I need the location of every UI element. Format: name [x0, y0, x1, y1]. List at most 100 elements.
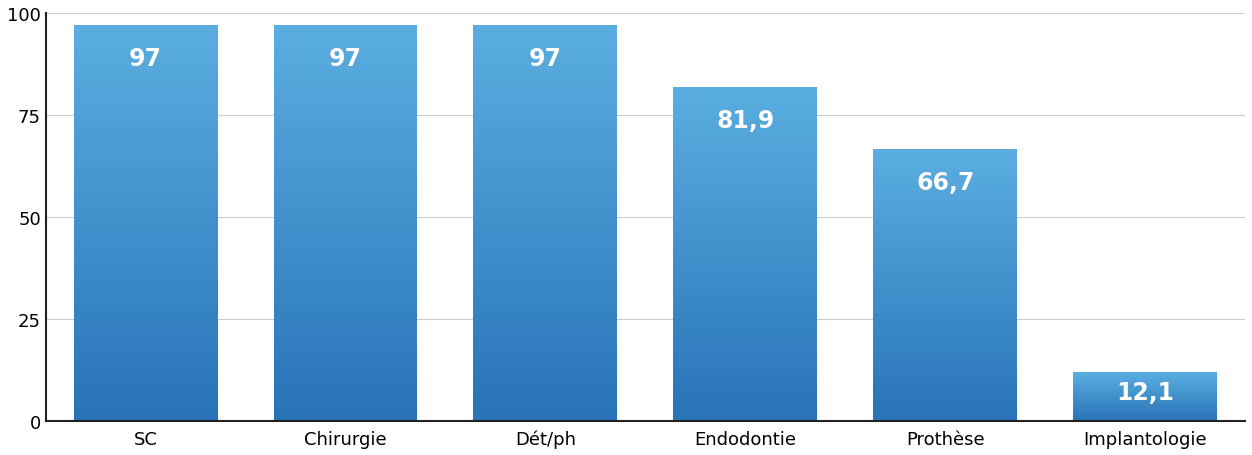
Bar — [273, 224, 417, 226]
Bar — [273, 137, 417, 139]
Bar — [873, 270, 1017, 272]
Bar — [273, 308, 417, 311]
Bar — [873, 219, 1017, 220]
Bar — [473, 295, 617, 297]
Bar — [674, 221, 818, 223]
Bar — [273, 405, 417, 408]
Bar — [473, 198, 617, 200]
Bar — [473, 269, 617, 271]
Bar — [273, 157, 417, 158]
Bar — [873, 213, 1017, 215]
Bar — [74, 216, 218, 218]
Bar — [873, 278, 1017, 280]
Text: 66,7: 66,7 — [916, 170, 974, 194]
Bar — [473, 248, 617, 249]
Bar — [873, 386, 1017, 387]
Bar — [74, 40, 218, 42]
Bar — [674, 146, 818, 148]
Bar — [473, 382, 617, 384]
Bar — [273, 303, 417, 305]
Bar — [273, 228, 417, 230]
Bar — [473, 40, 617, 42]
Bar — [273, 329, 417, 330]
Bar — [674, 296, 818, 298]
Bar — [273, 97, 417, 99]
Bar — [473, 87, 617, 89]
Bar — [473, 206, 617, 208]
Bar — [473, 402, 617, 404]
Bar — [273, 417, 417, 420]
Bar — [674, 413, 818, 415]
Bar — [74, 80, 218, 81]
Bar — [473, 157, 617, 158]
Bar — [473, 200, 617, 202]
Bar — [674, 103, 818, 104]
Bar — [74, 399, 218, 402]
Bar — [674, 224, 818, 226]
Bar — [74, 158, 218, 161]
Bar — [674, 153, 818, 154]
Bar — [74, 117, 218, 119]
Bar — [674, 93, 818, 94]
Bar — [473, 133, 617, 135]
Bar — [473, 107, 617, 109]
Bar — [674, 341, 818, 343]
Bar — [473, 255, 617, 258]
Bar — [273, 46, 417, 48]
Bar — [473, 91, 617, 93]
Bar — [473, 125, 617, 127]
Bar — [273, 32, 417, 34]
Bar — [74, 131, 218, 133]
Bar — [74, 263, 218, 265]
Bar — [273, 251, 417, 253]
Bar — [273, 64, 417, 66]
Bar — [74, 125, 218, 127]
Bar — [74, 38, 218, 40]
Bar — [674, 89, 818, 91]
Bar — [873, 345, 1017, 347]
Bar — [273, 182, 417, 184]
Bar — [674, 271, 818, 273]
Bar — [674, 288, 818, 289]
Bar — [473, 245, 617, 248]
Bar — [873, 289, 1017, 291]
Bar — [473, 224, 617, 226]
Bar — [273, 299, 417, 301]
Bar — [674, 334, 818, 336]
Bar — [473, 344, 617, 346]
Bar — [674, 364, 818, 366]
Bar — [74, 303, 218, 305]
Bar — [74, 380, 218, 382]
Bar — [273, 348, 417, 350]
Bar — [74, 408, 218, 410]
Bar — [674, 109, 818, 111]
Bar — [74, 356, 218, 358]
Bar — [74, 269, 218, 271]
Bar — [473, 226, 617, 228]
Bar — [873, 349, 1017, 351]
Bar — [674, 279, 818, 281]
Bar — [273, 99, 417, 101]
Bar — [273, 123, 417, 125]
Bar — [273, 36, 417, 38]
Bar — [873, 328, 1017, 329]
Bar — [473, 348, 617, 350]
Bar — [873, 209, 1017, 211]
Bar — [873, 417, 1017, 419]
Bar — [674, 404, 818, 406]
Bar — [473, 232, 617, 233]
Bar — [873, 241, 1017, 242]
Bar — [674, 96, 818, 98]
Bar — [473, 273, 617, 275]
Bar — [273, 119, 417, 121]
Bar — [273, 186, 417, 188]
Bar — [674, 201, 818, 203]
Bar — [674, 261, 818, 263]
Bar — [473, 168, 617, 170]
Bar — [473, 318, 617, 320]
Bar — [674, 373, 818, 374]
Bar — [674, 316, 818, 318]
Bar — [674, 169, 818, 171]
Bar — [473, 46, 617, 48]
Bar — [674, 136, 818, 138]
